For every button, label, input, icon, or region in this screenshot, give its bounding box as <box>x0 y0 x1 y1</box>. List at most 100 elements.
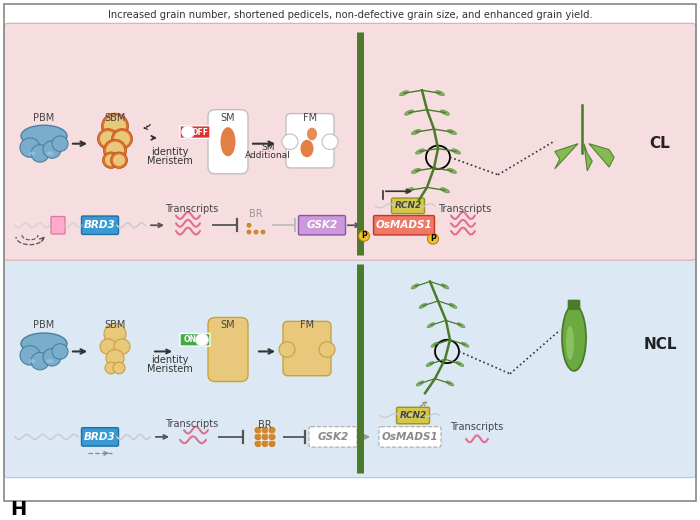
Circle shape <box>268 440 276 448</box>
Circle shape <box>428 233 438 244</box>
Circle shape <box>246 229 252 235</box>
Circle shape <box>20 138 40 157</box>
Polygon shape <box>555 144 578 169</box>
Polygon shape <box>589 144 614 167</box>
Text: SM: SM <box>261 143 274 152</box>
Ellipse shape <box>566 326 574 360</box>
Circle shape <box>254 433 262 441</box>
Ellipse shape <box>447 168 456 174</box>
Circle shape <box>100 131 116 147</box>
Circle shape <box>100 339 116 354</box>
Ellipse shape <box>405 188 414 193</box>
Circle shape <box>31 353 49 370</box>
Ellipse shape <box>220 127 235 157</box>
Circle shape <box>282 134 298 150</box>
Circle shape <box>268 426 276 434</box>
Circle shape <box>43 348 61 366</box>
Text: BR: BR <box>258 420 272 431</box>
Circle shape <box>113 154 125 166</box>
Circle shape <box>105 154 117 166</box>
Text: GSK2: GSK2 <box>317 432 349 442</box>
Text: SM: SM <box>220 320 235 330</box>
Text: Transcripts: Transcripts <box>450 422 503 432</box>
Circle shape <box>114 339 130 354</box>
Text: SBM: SBM <box>104 113 126 123</box>
Circle shape <box>253 229 259 235</box>
Circle shape <box>114 131 130 147</box>
Circle shape <box>97 128 118 149</box>
Ellipse shape <box>440 110 449 115</box>
Ellipse shape <box>29 151 36 155</box>
Circle shape <box>105 362 117 374</box>
FancyBboxPatch shape <box>309 427 357 447</box>
FancyBboxPatch shape <box>283 321 331 376</box>
Ellipse shape <box>446 381 454 386</box>
Text: BR: BR <box>249 209 262 219</box>
FancyBboxPatch shape <box>286 113 334 168</box>
Ellipse shape <box>29 359 36 363</box>
Text: SBM: SBM <box>104 320 126 330</box>
Circle shape <box>102 152 120 168</box>
Ellipse shape <box>307 128 317 140</box>
Ellipse shape <box>416 381 424 386</box>
Text: GSK2: GSK2 <box>307 220 337 230</box>
Ellipse shape <box>461 342 469 347</box>
FancyBboxPatch shape <box>180 333 210 346</box>
Text: ON: ON <box>183 335 197 344</box>
Text: Meristem: Meristem <box>147 156 193 166</box>
Circle shape <box>106 349 124 367</box>
Circle shape <box>319 342 335 357</box>
Text: PBM: PBM <box>34 320 55 330</box>
Text: BRD3: BRD3 <box>84 432 116 442</box>
Ellipse shape <box>447 129 456 135</box>
Circle shape <box>260 229 266 235</box>
Circle shape <box>268 433 276 441</box>
Circle shape <box>104 323 126 345</box>
Ellipse shape <box>46 151 53 155</box>
Ellipse shape <box>452 149 461 154</box>
Text: FM: FM <box>303 113 317 123</box>
Ellipse shape <box>412 168 421 174</box>
FancyBboxPatch shape <box>180 126 210 138</box>
Text: Meristem: Meristem <box>147 364 193 374</box>
FancyBboxPatch shape <box>568 300 580 310</box>
Circle shape <box>261 426 269 434</box>
Circle shape <box>106 142 124 159</box>
Text: Increased grain number, shortened pedicels, non-defective grain size, and enhanc: Increased grain number, shortened pedice… <box>108 9 592 20</box>
FancyBboxPatch shape <box>391 198 424 214</box>
FancyBboxPatch shape <box>51 216 65 234</box>
Ellipse shape <box>21 333 67 354</box>
Circle shape <box>31 145 49 162</box>
Text: RCN2: RCN2 <box>400 411 426 420</box>
Text: Additional: Additional <box>245 151 291 160</box>
Circle shape <box>195 333 209 346</box>
Circle shape <box>111 128 132 149</box>
Circle shape <box>20 346 40 365</box>
FancyBboxPatch shape <box>4 23 696 260</box>
Ellipse shape <box>441 284 449 289</box>
Ellipse shape <box>415 149 425 154</box>
Circle shape <box>261 440 269 448</box>
Text: H: H <box>10 500 27 519</box>
FancyBboxPatch shape <box>208 318 248 382</box>
Text: NCL: NCL <box>643 337 677 352</box>
Ellipse shape <box>431 342 439 347</box>
Text: Transcripts: Transcripts <box>165 204 218 214</box>
FancyBboxPatch shape <box>298 215 346 235</box>
Ellipse shape <box>457 322 465 328</box>
Circle shape <box>279 342 295 357</box>
Text: Transcripts: Transcripts <box>438 204 491 214</box>
Circle shape <box>322 134 338 150</box>
Text: RCN2: RCN2 <box>394 201 421 210</box>
Ellipse shape <box>405 110 414 115</box>
Text: P: P <box>430 235 436 243</box>
Ellipse shape <box>21 125 67 147</box>
Circle shape <box>254 440 262 448</box>
Ellipse shape <box>300 140 314 157</box>
Text: BRD3: BRD3 <box>84 220 116 230</box>
Text: PBM: PBM <box>34 113 55 123</box>
Polygon shape <box>584 144 592 171</box>
Ellipse shape <box>456 361 464 367</box>
Text: OFF: OFF <box>192 127 209 137</box>
Text: OsMADS1: OsMADS1 <box>376 220 433 230</box>
